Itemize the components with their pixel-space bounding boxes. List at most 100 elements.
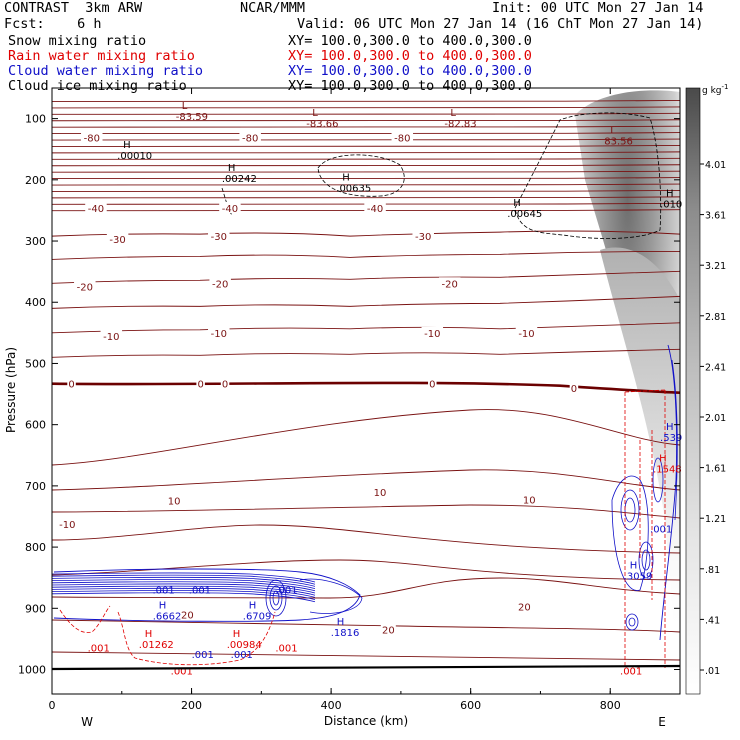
y-tick-label: 800 — [25, 541, 46, 554]
temperature-contour — [52, 230, 680, 237]
temperature-contour-label: 20 — [181, 610, 194, 621]
extremum-value: .6709 — [243, 611, 272, 622]
colorbar — [685, 87, 701, 695]
contour-label-bg — [239, 131, 261, 143]
contour-label-bg — [219, 201, 241, 213]
rain-water-contour — [639, 430, 653, 600]
contour-label-bg — [569, 381, 579, 393]
cloud-ice-contours — [221, 112, 662, 239]
temperature-contour-label: -20 — [442, 279, 458, 290]
contour-label-bg — [209, 277, 231, 289]
field-rain-xy: XY= 100.0,300.0 to 400.0,300.0 — [288, 48, 532, 64]
contour-label-bg — [428, 377, 437, 389]
temperature-contour — [52, 125, 680, 128]
extremum-marker: L — [450, 108, 456, 119]
axes: 0 200 400 600 800100200300400500600700800900… — [18, 88, 681, 712]
cloud-ice-contour — [221, 187, 233, 216]
colorbar-label: .01 — [705, 666, 720, 677]
cloud-water-contour — [620, 489, 640, 531]
extremum-marker: H — [233, 629, 241, 640]
mixing-ratio-label: .001 — [192, 650, 214, 661]
temperature-contour — [52, 250, 680, 260]
y-tick-label: 100 — [25, 113, 46, 126]
temperature-contour-label: 20 — [518, 602, 531, 613]
temperature-contour — [52, 189, 680, 192]
extremum-value: .539 — [660, 433, 682, 444]
temperature-contour-label: -80 — [242, 134, 258, 145]
cloud-water-contour — [624, 497, 636, 523]
temperature-contour-label: 20 — [382, 626, 395, 637]
temperature-contour-label: -10 — [518, 329, 534, 340]
cloud-water-contour — [299, 578, 363, 614]
mixing-ratio-label: .001 — [189, 585, 211, 596]
temperature-contour — [52, 100, 680, 102]
temperature-contour-label: -10 — [424, 329, 440, 340]
extremum-value: .01262 — [139, 640, 174, 651]
cloud-water-contour — [52, 572, 316, 583]
extremum-marker: L — [182, 101, 188, 112]
temperature-contour — [52, 145, 680, 147]
temperature-contour — [52, 524, 680, 554]
mixing-ratio-label: .001 — [231, 650, 253, 661]
colorbar-label: 2.41 — [705, 362, 726, 373]
cloud-water-contour — [52, 574, 316, 585]
extremum-value: -83.59 — [176, 112, 208, 123]
temperature-contour-label: -30 — [415, 232, 431, 243]
x-axis-label: Distance (km) — [324, 714, 408, 728]
temperature-contour — [52, 138, 680, 141]
field-cloudice-xy: XY= 100.0,300.0 to 400.0,300.0 — [288, 78, 532, 94]
contour-label-bg — [372, 486, 388, 497]
extremum-value: .6662 — [153, 611, 182, 622]
contour-label-bg — [179, 608, 195, 620]
extremum-value: .1548 — [653, 464, 682, 475]
temperature-contour — [52, 106, 680, 109]
cloud-water-contour — [52, 585, 316, 596]
field-rain: Rain water mixing ratio — [8, 48, 195, 64]
contour-label-bg — [364, 201, 386, 213]
contour-label-bg — [106, 233, 129, 245]
contour-label-bg — [56, 517, 79, 529]
temperature-contour-label: 0 — [571, 384, 577, 395]
plot-frame — [51, 87, 681, 695]
temperature-contour-label: -10 — [59, 520, 75, 531]
forecast-hour: Fcst: 6 h — [4, 16, 102, 32]
temperature-contour-label: -30 — [109, 235, 125, 246]
temperature-contour-label: 0 — [222, 380, 228, 391]
contour-label-bg — [391, 131, 414, 143]
contour-label-bg — [196, 377, 205, 389]
temperature-contour — [52, 559, 680, 581]
temperature-contour — [52, 157, 680, 160]
temperature-contour-label: 0 — [68, 380, 74, 391]
cloud-water-contour — [265, 579, 287, 617]
contour-label-bg — [85, 201, 107, 213]
cloud-water-contour — [641, 549, 651, 571]
y-tick-label: 600 — [25, 419, 46, 432]
y-tick-label: 400 — [25, 296, 46, 309]
mixing-ratio-label: .001 — [275, 585, 297, 596]
cloud-ice-contour — [514, 112, 662, 239]
temperature-contour — [52, 295, 680, 309]
extremum-value: .00010 — [117, 151, 152, 162]
colorbar-label: 2.81 — [705, 312, 726, 323]
init-time: Init: 00 UTC Mon 27 Jan 14 — [492, 0, 704, 16]
temperature-contour — [52, 348, 680, 358]
colorbar-ticks: 4.01 3.61 3.21 2.81 2.41 2.01 1.61 1.21 .81 .41 .0… — [700, 160, 726, 677]
rain-water-contour — [117, 611, 276, 666]
temperature-contour-label: -40 — [88, 204, 104, 215]
extremum-marker: L — [610, 125, 616, 136]
cloud-ice-contour — [317, 154, 405, 197]
colorbar-label: 3.21 — [705, 261, 726, 272]
extremum-marker: H — [630, 561, 638, 572]
colorbar-label: 2.01 — [705, 413, 726, 424]
mixing-ratio-label: .001 — [153, 585, 175, 596]
cloud-water-contour — [269, 585, 283, 611]
extremum-marker: H — [659, 453, 667, 464]
west-label: W — [81, 715, 93, 729]
temperature-contour-label: 10 — [168, 497, 181, 508]
contour-label-bg — [220, 377, 230, 389]
cloud-water-contour — [652, 457, 664, 503]
rain-water-contour — [59, 605, 111, 633]
cloud-water-contour — [52, 576, 316, 587]
y-tick-label: 300 — [25, 235, 46, 248]
mixing-ratio-label: .001 — [650, 525, 672, 536]
